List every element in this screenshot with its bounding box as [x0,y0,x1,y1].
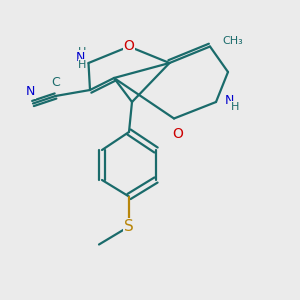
Text: N: N [224,94,234,107]
Text: O: O [172,127,183,141]
Text: CH₃: CH₃ [222,35,243,46]
Text: N: N [25,85,35,98]
Text: O: O [124,40,134,53]
Text: H: H [78,59,87,70]
Text: S: S [124,219,134,234]
Text: H: H [78,46,87,57]
Text: C: C [51,76,60,89]
Text: H: H [230,101,239,112]
Text: N: N [75,51,85,64]
